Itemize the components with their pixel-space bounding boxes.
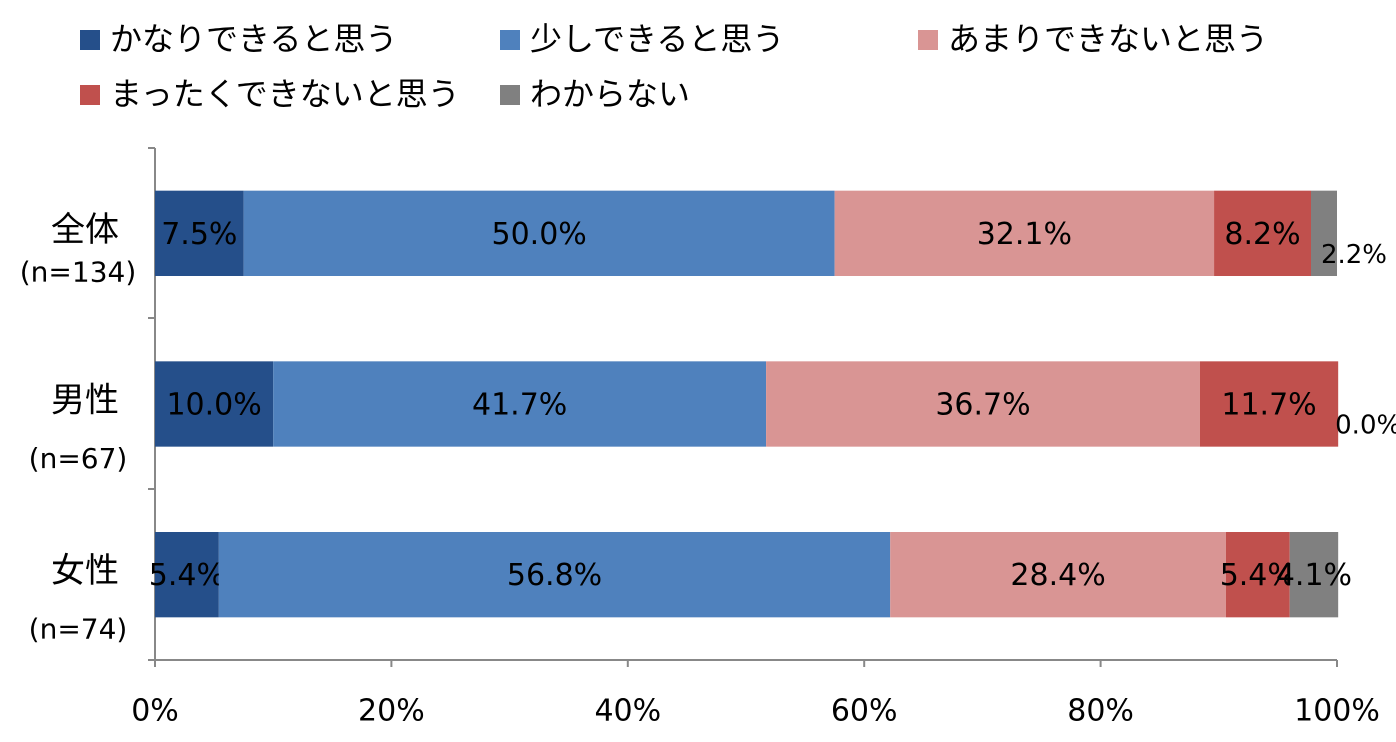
x-tick-label: 0%: [131, 694, 179, 729]
bar-segment: [155, 361, 274, 447]
bar-segment: [243, 190, 835, 276]
value-label: 8.2%: [1224, 217, 1300, 252]
category-label: 全体: [51, 210, 119, 250]
value-label: 10.0%: [166, 388, 261, 423]
bar-segment: [1289, 532, 1339, 618]
legend-swatch: [500, 30, 520, 50]
legend-label: まったくできないと思う: [110, 75, 460, 113]
legend-swatch: [80, 30, 100, 50]
bar-segment: [1214, 190, 1311, 276]
bar-segment: [218, 532, 891, 618]
legend-label: わからない: [530, 75, 690, 113]
value-label: 2.2%: [1321, 240, 1387, 270]
category-sublabel: (n=67): [29, 442, 128, 475]
x-tick-label: 80%: [1067, 694, 1134, 729]
bar-segment: [155, 532, 219, 618]
value-label: 4.1%: [1276, 558, 1352, 593]
x-tick-label: 20%: [358, 694, 425, 729]
value-label: 11.7%: [1221, 388, 1316, 423]
value-label: 32.1%: [977, 217, 1072, 252]
bar-segment: [1310, 190, 1337, 276]
x-tick-label: 40%: [594, 694, 661, 729]
legend-swatch: [500, 85, 520, 105]
value-label: 0.0%: [1335, 411, 1396, 441]
bar-segment: [273, 361, 767, 447]
bar-segment: [1199, 361, 1339, 447]
value-label: 56.8%: [507, 558, 602, 593]
bar-segment: [834, 190, 1215, 276]
legend-label: 少しできると思う: [530, 20, 784, 58]
bar-segment: [155, 190, 244, 276]
legend-swatch: [80, 85, 100, 105]
legend-label: かなりできると思う: [110, 20, 397, 58]
value-label: 7.5%: [161, 217, 237, 252]
bar-segment: [766, 361, 1200, 447]
value-label: 36.7%: [935, 388, 1030, 423]
x-tick-label: 60%: [831, 694, 898, 729]
category-sublabel: (n=74): [29, 613, 128, 646]
value-label: 41.7%: [472, 388, 567, 423]
bar-segment: [890, 532, 1226, 618]
value-label: 5.4%: [149, 558, 225, 593]
category-sublabel: (n=134): [20, 255, 137, 288]
bar-segment: [1225, 532, 1290, 618]
value-label: 28.4%: [1010, 558, 1105, 593]
value-label: 50.0%: [491, 217, 586, 252]
x-tick-label: 100%: [1294, 694, 1380, 729]
value-label: 5.4%: [1220, 558, 1296, 593]
legend-swatch: [918, 30, 938, 50]
category-label: 女性: [51, 551, 119, 591]
category-label: 男性: [51, 381, 119, 421]
legend-label: あまりできないと思う: [948, 20, 1268, 58]
